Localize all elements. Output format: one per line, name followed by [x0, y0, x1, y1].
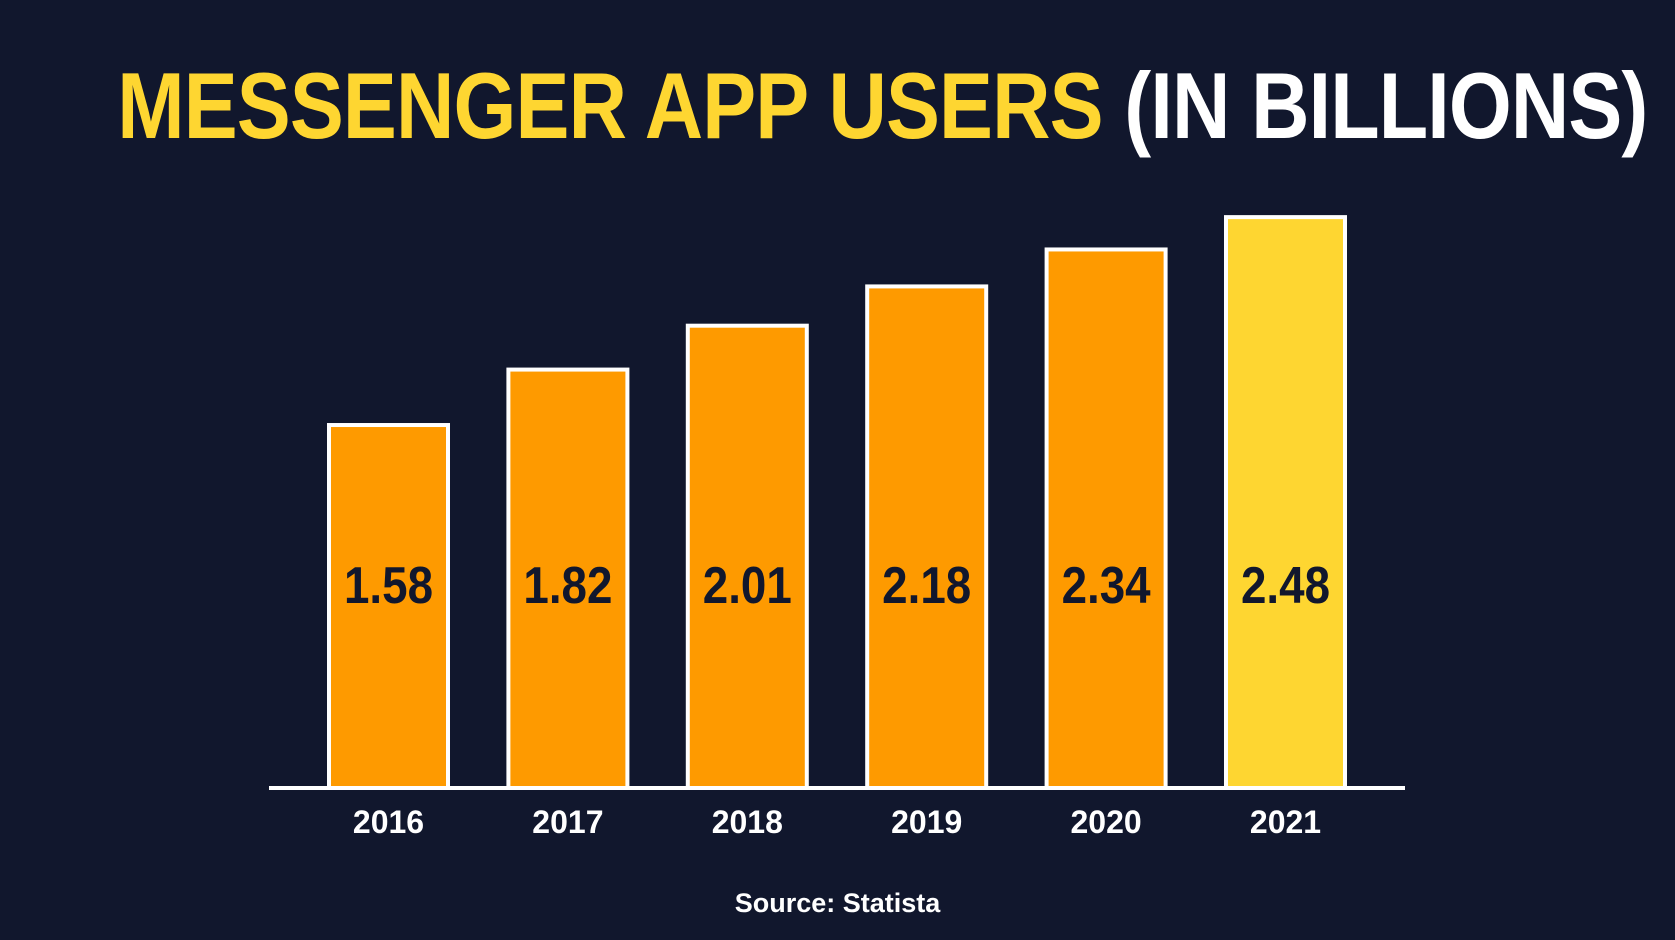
- chart-title: MESSENGER APP USERS (IN BILLIONS): [117, 52, 1648, 160]
- bar-2019: [865, 284, 989, 790]
- x-tick-label: 2020: [1071, 804, 1142, 840]
- bar-2021: [1224, 215, 1347, 790]
- value-label: 1.82: [523, 557, 612, 614]
- bar-2020: [1044, 247, 1168, 790]
- value-label: 2.48: [1241, 557, 1330, 614]
- value-label: 2.18: [882, 557, 971, 614]
- x-tick-label: 2016: [353, 804, 424, 840]
- title-rest: (IN BILLIONS): [1124, 53, 1648, 158]
- value-label: 1.58: [344, 557, 433, 614]
- title-highlight: MESSENGER APP USERS: [117, 53, 1103, 158]
- x-tick-label: 2019: [891, 804, 962, 840]
- bar-2017: [506, 367, 630, 790]
- value-label: 2.34: [1062, 557, 1151, 614]
- value-label: 2.01: [703, 557, 792, 614]
- x-tick-label: 2018: [712, 804, 783, 840]
- bar-2018: [685, 323, 809, 790]
- x-tick-label: 2021: [1250, 804, 1321, 840]
- source-note: Source: Statista: [734, 888, 941, 918]
- x-tick-label: 2017: [532, 804, 603, 840]
